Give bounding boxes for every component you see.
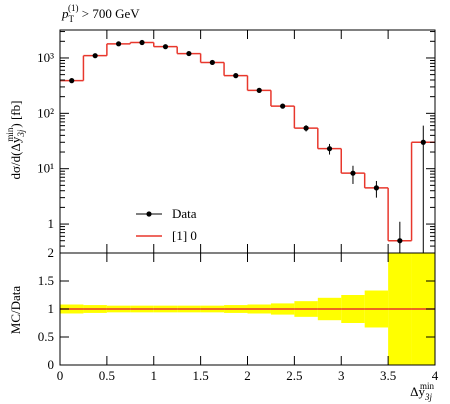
chart-title: pT(1) > 700 GeV bbox=[61, 3, 140, 24]
data-point bbox=[92, 53, 98, 59]
y-tick-label: 10² bbox=[37, 105, 54, 120]
data-point bbox=[280, 103, 286, 109]
y-tick-label: 2 bbox=[48, 245, 55, 260]
data-point bbox=[233, 73, 239, 79]
y-tick-label: 0.5 bbox=[38, 329, 54, 344]
x-tick-label: 1 bbox=[151, 368, 158, 383]
data-point bbox=[373, 185, 380, 191]
data-point bbox=[350, 170, 356, 176]
x-tick-label: 0 bbox=[57, 368, 64, 383]
x-tick-label: 3 bbox=[338, 368, 345, 383]
data-point bbox=[186, 50, 192, 57]
ratio-axis-label: MC/Data bbox=[8, 286, 23, 335]
data-point bbox=[162, 44, 169, 50]
main-plot bbox=[60, 39, 435, 253]
axes: 1 10¹ 10² 10³ Data [1] 0 0 0.5 1 1.5 2 0 0.5 1 1.5 2 2.5… bbox=[37, 30, 439, 383]
y-tick-label: 0 bbox=[48, 357, 55, 372]
data-point bbox=[69, 78, 75, 84]
x-tick-label: 3.5 bbox=[380, 368, 396, 383]
y-axis-label: dσ/d(Δy3jmin) [fb] bbox=[5, 101, 26, 180]
y-tick-label: 1 bbox=[48, 301, 55, 316]
x-tick-label: 4 bbox=[432, 368, 439, 383]
y-tick-label: 1.5 bbox=[38, 273, 54, 288]
legend-label: [1] 0 bbox=[172, 228, 197, 243]
y-tick-label: 10¹ bbox=[37, 161, 54, 176]
bottom-frame bbox=[59, 252, 436, 366]
data-point bbox=[139, 39, 145, 46]
legend-marker bbox=[146, 211, 152, 217]
x-axis-label: Δy3jmin bbox=[410, 381, 434, 402]
x-tick-label: 0.5 bbox=[99, 368, 115, 383]
data-point bbox=[115, 41, 122, 47]
data-point bbox=[256, 87, 262, 93]
data-point bbox=[326, 146, 333, 152]
x-tick-label: 2.5 bbox=[286, 368, 302, 383]
x-tick-label: 2 bbox=[244, 368, 251, 383]
data-point bbox=[209, 59, 215, 66]
data-point bbox=[303, 125, 309, 131]
legend-label: Data bbox=[172, 206, 197, 221]
top-frame bbox=[59, 29, 436, 254]
y-tick-label: 1 bbox=[48, 216, 55, 231]
data-point bbox=[397, 238, 403, 244]
data-point bbox=[420, 139, 426, 145]
x-tick-label: 1.5 bbox=[193, 368, 209, 383]
y-tick-label: 10³ bbox=[37, 50, 54, 65]
